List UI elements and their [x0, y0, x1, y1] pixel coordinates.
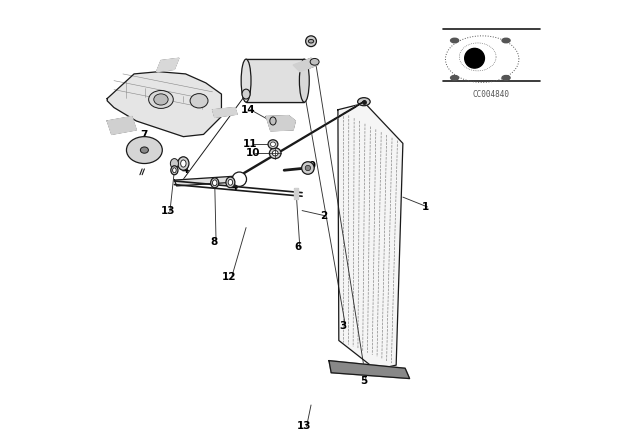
Ellipse shape — [211, 178, 219, 188]
Ellipse shape — [268, 140, 278, 149]
Ellipse shape — [502, 38, 510, 43]
Text: 10: 10 — [246, 148, 260, 158]
Circle shape — [301, 162, 314, 174]
Text: 6: 6 — [294, 242, 301, 252]
Ellipse shape — [310, 59, 319, 65]
Polygon shape — [266, 116, 296, 131]
Ellipse shape — [451, 76, 459, 80]
Ellipse shape — [140, 147, 148, 153]
Ellipse shape — [228, 179, 233, 185]
Bar — [246, 59, 305, 102]
Ellipse shape — [180, 160, 186, 167]
Text: 7: 7 — [141, 130, 148, 140]
Ellipse shape — [171, 166, 178, 175]
Polygon shape — [174, 176, 246, 186]
Text: 4: 4 — [181, 165, 188, 175]
Circle shape — [306, 36, 316, 47]
Ellipse shape — [358, 98, 370, 106]
Ellipse shape — [127, 137, 163, 164]
Text: 13: 13 — [297, 422, 312, 431]
Ellipse shape — [451, 38, 459, 43]
Text: 3: 3 — [340, 321, 347, 331]
Text: 13: 13 — [161, 207, 175, 216]
Polygon shape — [293, 58, 317, 72]
Ellipse shape — [190, 94, 208, 108]
Text: 4: 4 — [230, 182, 237, 192]
Circle shape — [232, 172, 246, 186]
Ellipse shape — [148, 90, 173, 108]
Text: 1: 1 — [422, 202, 429, 212]
Polygon shape — [212, 108, 237, 117]
Ellipse shape — [154, 94, 168, 105]
Text: 8: 8 — [210, 237, 218, 247]
Text: 14: 14 — [241, 105, 255, 115]
Circle shape — [465, 48, 484, 68]
Text: 12: 12 — [222, 272, 237, 282]
Polygon shape — [157, 58, 179, 72]
Ellipse shape — [502, 76, 510, 80]
Ellipse shape — [178, 157, 189, 170]
Polygon shape — [108, 116, 136, 134]
Ellipse shape — [269, 148, 281, 159]
Ellipse shape — [241, 59, 251, 102]
Ellipse shape — [170, 159, 179, 168]
Ellipse shape — [271, 142, 275, 146]
Polygon shape — [235, 101, 365, 179]
Text: 5: 5 — [360, 376, 367, 386]
Ellipse shape — [308, 39, 314, 43]
Polygon shape — [108, 72, 221, 137]
Polygon shape — [338, 103, 403, 370]
Text: 2: 2 — [320, 211, 327, 221]
Circle shape — [305, 165, 310, 171]
Ellipse shape — [226, 177, 235, 188]
Ellipse shape — [300, 59, 309, 102]
Polygon shape — [329, 361, 410, 379]
Ellipse shape — [270, 117, 276, 125]
Text: 9: 9 — [309, 161, 316, 171]
Ellipse shape — [212, 180, 217, 185]
Polygon shape — [294, 188, 298, 199]
Text: 11: 11 — [243, 139, 258, 149]
Ellipse shape — [173, 168, 176, 173]
Ellipse shape — [242, 89, 250, 99]
Ellipse shape — [272, 151, 278, 156]
Text: CC004840: CC004840 — [472, 90, 509, 99]
